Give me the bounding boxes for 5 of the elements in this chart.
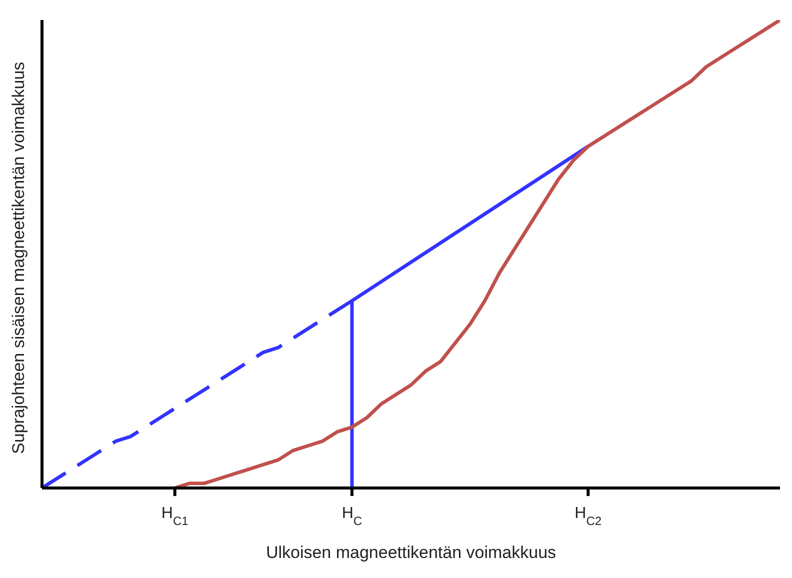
x-tick-label: H$_{C2}$	[574, 505, 602, 528]
x-tick-label: H$_{C}$	[342, 505, 362, 528]
x-axis-title: Ulkoisen magneettikentän voimakkuus	[266, 543, 556, 562]
x-tick-label: H$_{C1}$	[161, 505, 189, 528]
y-axis-title: Suprajohteen sisäisen magneettikentän voimakkuus	[9, 62, 28, 454]
